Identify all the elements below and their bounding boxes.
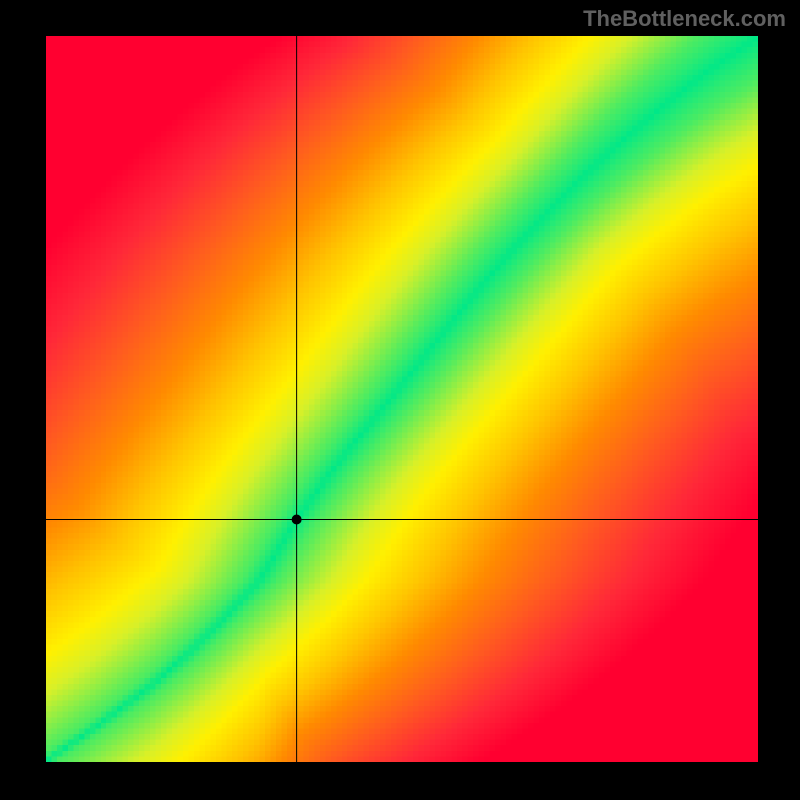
watermark-text: TheBottleneck.com bbox=[583, 6, 786, 32]
heatmap-canvas bbox=[46, 36, 758, 762]
plot-area bbox=[46, 36, 758, 762]
chart-container: TheBottleneck.com bbox=[0, 0, 800, 800]
